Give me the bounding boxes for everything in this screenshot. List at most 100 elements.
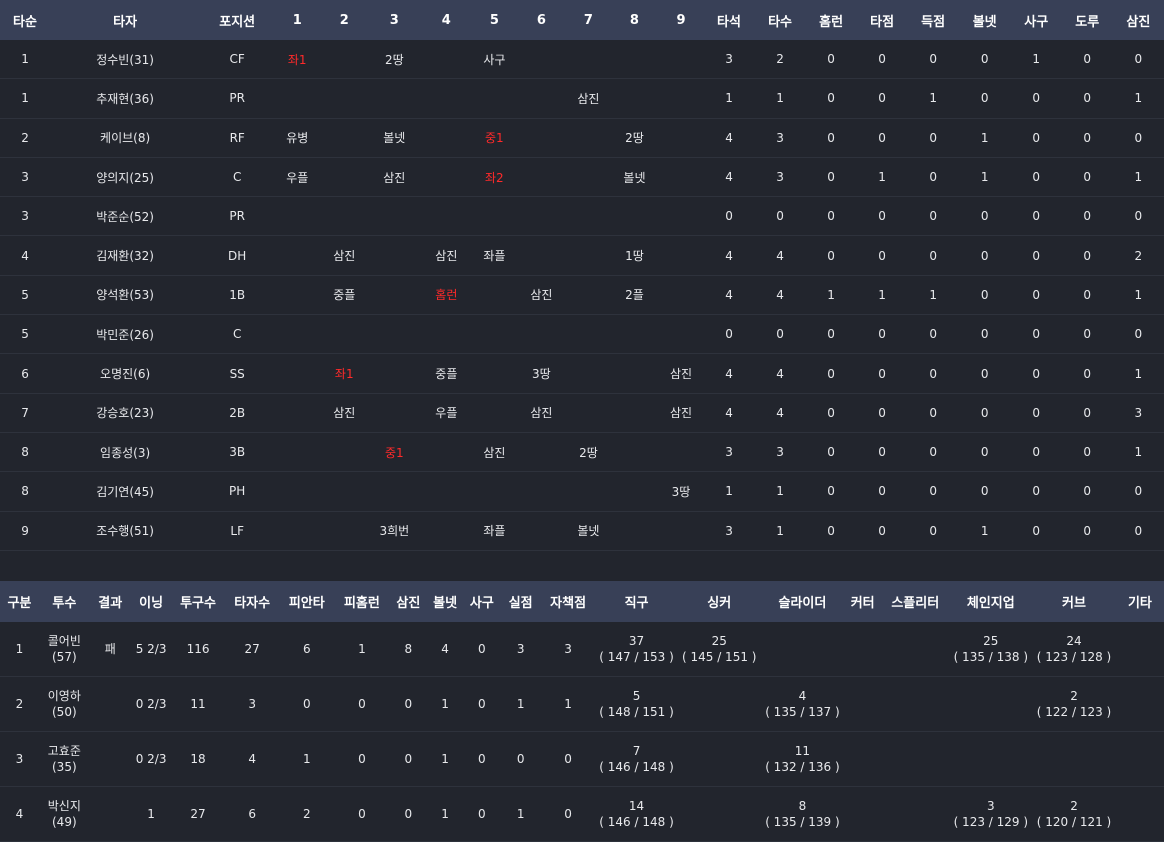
batting-order: 4 [0,235,51,276]
inning-result [472,353,517,394]
pitching-stat: 27 [171,786,225,842]
inning-result: 삼진 [566,78,611,119]
pitch-type-cell: 2( 122 / 123 ) [1032,676,1116,732]
pitching-stat: 0 [541,731,596,787]
pitch-speed: ( 123 / 128 ) [1036,649,1112,664]
pitch-count: 25 [983,633,999,648]
inning-result: 좌플 [472,235,517,276]
inning-result [516,314,567,355]
inning-result [610,353,659,394]
inning-result: 볼넷 [610,157,659,198]
pitcher-number: (50) [52,704,77,719]
inning-result [320,432,369,473]
pitching-header-cell: 투구수 [171,580,225,622]
batter-position: PR [200,196,275,237]
inning-result: 삼진 [320,393,369,433]
inning-result: 2땅 [566,432,611,473]
pitcher-result: 패 [89,621,131,677]
pitcher-name: 박신지 [47,798,81,813]
inning-result [610,78,659,119]
batting-stat: 0 [856,118,908,158]
batting-stat: 0 [1061,118,1113,158]
inning-result [610,432,659,473]
inning-result: 삼진 [368,157,421,198]
inning-result [516,471,567,512]
pitching-stat: 4 [224,731,280,787]
batter-position: 1B [200,275,275,316]
pitch-type-cell [949,676,1033,732]
batting-stat: 0 [1112,118,1164,158]
pitcher-order: 2 [0,676,39,732]
pitch-count: 11 [794,743,811,758]
batting-stat: 1 [754,471,806,512]
batting-order: 2 [0,118,51,158]
pitching-stat: 11 [171,676,225,732]
inning-result [368,235,421,276]
batting-stat: 4 [703,157,755,198]
batting-header-cell: 8 [610,0,659,40]
pitch-type-cell: 25( 135 / 138 ) [949,621,1033,677]
inning-result [320,118,369,158]
batting-stat: 0 [1010,275,1062,316]
inning-result [472,314,517,355]
batting-stat: 3 [703,511,755,551]
inning-result: 2플 [610,275,659,316]
batting-stat: 0 [907,393,959,433]
batter-position: PR [200,78,275,119]
inning-result: 좌1 [320,353,369,394]
pitching-stat: 0 [389,786,427,842]
pitch-type-cell: 25( 145 / 151 ) [677,621,761,677]
pitch-count: 3 [986,798,995,813]
pitch-type-cell [1032,731,1116,787]
batting-stat: 0 [805,235,857,276]
batting-order: 1 [0,40,51,80]
batting-stat: 0 [805,40,857,80]
batter-position: PH [200,471,275,512]
pitching-header-cell: 이닝 [130,580,172,622]
batter-position: C [200,314,275,355]
pitch-speed: ( 135 / 138 ) [953,649,1029,664]
pitch-type-cell: 14( 146 / 148 ) [595,786,678,842]
inning-result [420,118,473,158]
pitch-count: 2 [1070,688,1078,703]
pitching-stat: 3 [541,621,596,677]
pitch-count: 24 [1066,633,1082,648]
batting-stat: 0 [1061,471,1113,512]
batting-stat: 4 [754,275,806,316]
batter-position: 2B [200,393,275,433]
pitcher-result [89,676,131,732]
batting-stat: 0 [805,432,857,473]
batting-stat: 0 [907,196,959,237]
batting-stat: 4 [754,235,806,276]
batter-position: SS [200,353,275,394]
batter-name: 박민준(26) [50,314,201,355]
inning-result: 볼넷 [368,118,421,158]
pitching-stat: 0 2/3 [130,731,172,787]
inning-result: 삼진 [472,432,517,473]
batting-row: 8 임종성(3) 3B 중1 삼진 2땅 3 3 0 0 0 0 0 0 1 [0,432,1164,473]
pitching-stat: 116 [171,621,225,677]
inning-result: 2땅 [368,40,421,80]
batter-position: CF [200,40,275,80]
pitching-stat: 3 [500,621,542,677]
pitch-type-cell: 7( 146 / 148 ) [595,731,678,787]
pitcher-result [89,786,131,842]
inning-result [274,235,321,276]
pitching-stat: 1 [426,786,464,842]
inning-result [516,235,567,276]
inning-result [320,157,369,198]
pitch-count: 25 [711,633,727,648]
pitching-stat: 2 [279,786,334,842]
pitcher-name-cell: 고효준 (35) [38,731,90,787]
batting-stat: 0 [1112,314,1164,355]
pitch-count: 37 [628,633,645,648]
pitching-stat: 0 [500,731,542,787]
batter-name: 양의지(25) [50,157,201,198]
batting-row: 8 김기연(45) PH 3땅 1 1 0 0 0 0 0 0 0 [0,471,1164,512]
pitch-count: 14 [628,798,645,813]
inning-result: 좌2 [472,157,517,198]
batting-stat: 0 [1061,393,1113,433]
batting-stat: 0 [958,40,1011,80]
pitching-stat: 8 [389,621,427,677]
batting-stat: 0 [907,471,959,512]
